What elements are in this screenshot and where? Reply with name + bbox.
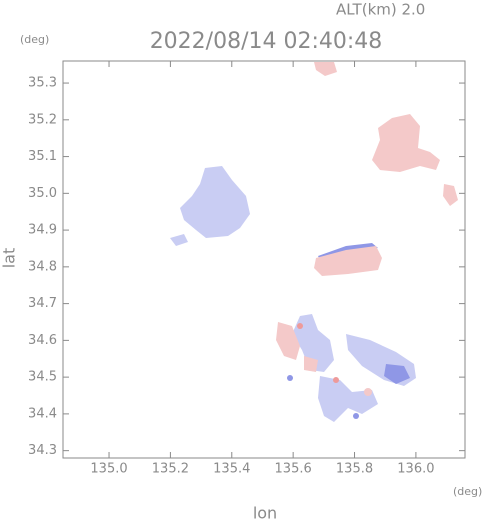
x-axis-label: lon — [253, 504, 277, 521]
y-tick-label: 34.8 — [28, 259, 57, 274]
y-axis-label: lat — [0, 248, 19, 269]
x-tick-label: 135.8 — [336, 462, 373, 477]
altitude: ALT(km) 2.0 — [336, 1, 425, 19]
echo-region — [318, 376, 378, 422]
echo-region — [372, 114, 440, 172]
y-tick-label: 34.7 — [28, 296, 57, 311]
y-tick-label: 34.9 — [28, 223, 57, 238]
x-tick-label: 135.0 — [90, 462, 127, 477]
plot-frame — [62, 60, 466, 459]
y-tick-label: 34.6 — [28, 333, 57, 348]
y-tick-label: 35.0 — [28, 186, 57, 201]
echo-region — [353, 413, 359, 419]
x-tick-label: 135.6 — [275, 462, 312, 477]
echo-region — [297, 323, 303, 329]
echo-region — [364, 388, 372, 396]
y-tick-label: 34.5 — [28, 370, 57, 385]
y-tick-label: 35.1 — [28, 149, 57, 164]
y-tick-label: 35.3 — [28, 76, 57, 91]
y-tick-label: 35.2 — [28, 112, 57, 127]
y-tick-label: 34.4 — [28, 406, 57, 421]
echo-region — [314, 246, 382, 276]
echo-region — [180, 166, 250, 238]
x-unit: (deg) — [453, 485, 482, 498]
echo-region — [384, 364, 410, 384]
echo-region — [292, 314, 334, 372]
x-tick-label: 136.0 — [397, 462, 434, 477]
y-tick-label: 34.3 — [28, 443, 57, 458]
x-tick-label: 135.4 — [213, 462, 250, 477]
echo-region — [304, 356, 318, 372]
echo-region — [287, 375, 293, 381]
echo-region — [276, 322, 300, 360]
echo-region — [314, 62, 337, 76]
echo-region — [333, 377, 339, 383]
echo-region — [170, 234, 188, 246]
echo-region — [443, 184, 458, 206]
x-tick-label: 135.2 — [152, 462, 189, 477]
y-unit: (deg) — [20, 33, 49, 46]
echo-regions — [170, 62, 458, 422]
timestamp: 2022/08/14 02:40:48 — [150, 29, 383, 54]
